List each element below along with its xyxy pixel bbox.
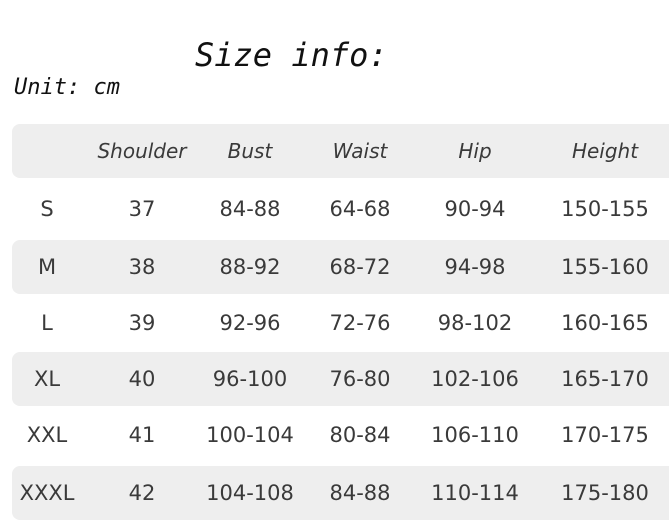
table-cell: 88-92 xyxy=(219,255,281,279)
table-cell: 84-88 xyxy=(329,481,391,505)
table-cell: XL xyxy=(33,367,61,391)
table-cell: 90-94 xyxy=(444,197,506,221)
table-cell: 42 xyxy=(128,481,156,505)
table-cell: 96-100 xyxy=(212,367,288,391)
table-cell: 175-180 xyxy=(561,481,649,505)
table-row: S 37 84-88 64-68 90-94 150-155 xyxy=(12,182,669,236)
table-cell: 80-84 xyxy=(329,423,391,447)
table-cell: 110-114 xyxy=(431,481,519,505)
table-cell: 38 xyxy=(128,255,156,279)
table-cell: L xyxy=(41,311,53,335)
table-cell: M xyxy=(37,255,57,279)
table-cell: 98-102 xyxy=(437,311,513,335)
table-cell: 92-96 xyxy=(219,311,281,335)
table-cell: 76-80 xyxy=(329,367,391,391)
table-header-row: Shoulder Bust Waist Hip Height xyxy=(12,124,669,178)
column-header: Hip xyxy=(458,139,492,163)
table-cell: 94-98 xyxy=(444,255,506,279)
column-header: Height xyxy=(571,139,639,163)
table-cell: 100-104 xyxy=(206,423,294,447)
table-cell: XXXL xyxy=(19,481,75,505)
table-cell: 160-165 xyxy=(561,311,649,335)
column-header: Waist xyxy=(332,139,388,163)
table-cell: 150-155 xyxy=(561,197,649,221)
table-row: XXXL 42 104-108 84-88 110-114 175-180 xyxy=(12,466,669,520)
table-cell: 72-76 xyxy=(329,311,391,335)
table-cell: 40 xyxy=(128,367,156,391)
table-cell: 37 xyxy=(128,197,156,221)
table-row: XL 40 96-100 76-80 102-106 165-170 xyxy=(12,352,669,406)
table-row: M 38 88-92 68-72 94-98 155-160 xyxy=(12,240,669,294)
table-cell: XXL xyxy=(26,423,68,447)
column-header: Bust xyxy=(227,139,273,163)
table-cell: 106-110 xyxy=(431,423,519,447)
table-cell: 104-108 xyxy=(206,481,294,505)
table-cell: 165-170 xyxy=(561,367,649,391)
table-cell: 155-160 xyxy=(561,255,649,279)
table-cell: 64-68 xyxy=(329,197,391,221)
column-header: Shoulder xyxy=(97,139,187,163)
page-title: Size info: xyxy=(195,36,388,74)
table-cell: 39 xyxy=(128,311,156,335)
table-cell: 84-88 xyxy=(219,197,281,221)
table-cell: 170-175 xyxy=(561,423,649,447)
table-cell: 68-72 xyxy=(329,255,391,279)
table-cell: S xyxy=(40,197,54,221)
unit-label: Unit: cm xyxy=(14,75,120,100)
table-cell: 102-106 xyxy=(431,367,519,391)
table-row: L 39 92-96 72-76 98-102 160-165 xyxy=(12,296,669,350)
table-row: XXL 41 100-104 80-84 106-110 170-175 xyxy=(12,408,669,462)
table-cell: 41 xyxy=(128,423,156,447)
